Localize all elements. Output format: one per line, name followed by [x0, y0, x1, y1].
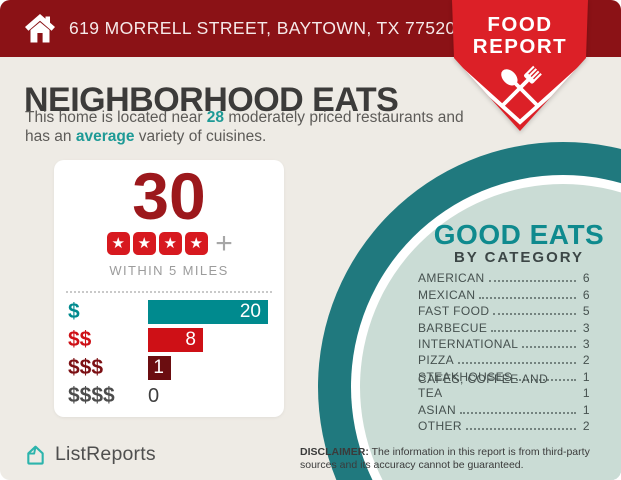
disclaimer-body: The information in this report is from t…	[300, 446, 590, 471]
category-label: FAST FOOD	[418, 304, 490, 319]
good-eats-subtitle: BY CATEGORY	[453, 249, 585, 266]
dotted-leader	[479, 296, 576, 299]
price-label: $$$	[68, 356, 104, 379]
disclaimer-label: DISCLAIMER:	[300, 446, 369, 458]
list-item: MEXICAN 6	[418, 285, 590, 302]
property-address: 619 MORRELL STREET, BAYTOWN, TX 77520	[69, 18, 456, 38]
price-label: $	[68, 300, 80, 323]
list-item: AMERICAN 6	[418, 269, 590, 285]
category-value: 2	[582, 418, 590, 433]
summary-part: variety of cuisines.	[134, 127, 267, 145]
dotted-leader	[516, 378, 576, 381]
category-label: ASIAN	[418, 402, 457, 417]
dotted-divider	[66, 291, 272, 293]
list-item: ASIAN 1	[418, 400, 590, 417]
chart-row: $$$ 1	[68, 356, 284, 380]
category-value: 1	[582, 402, 590, 417]
restaurant-stats-card: 30 ★ ★ ★ ★ + WITHIN 5 MILES $ 20 $$ 8 $$$ 1 …	[54, 160, 284, 417]
dotted-leader	[493, 313, 576, 316]
category-label: CAFES, COFFEE AND TEA	[418, 372, 549, 401]
summary-text: This home is located near 28 moderately …	[25, 109, 465, 146]
category-value: 1	[582, 386, 590, 401]
chart-row: $$$$ 0	[68, 384, 284, 408]
listreports-logo: ListReports	[24, 443, 156, 466]
category-label: BARBECUE	[418, 320, 488, 335]
price-label: $$$$	[68, 384, 115, 407]
bar-value: 20	[239, 301, 261, 322]
bar-value: 8	[185, 329, 196, 350]
list-item: OTHER 2	[418, 417, 590, 433]
star-rating: ★ ★ ★ ★ +	[54, 227, 284, 260]
dotted-leader	[488, 280, 576, 283]
restaurant-count-highlight: 28	[206, 109, 225, 126]
dotted-leader	[491, 329, 576, 332]
star-icon: ★	[132, 232, 156, 255]
chart-row: $$ 8	[68, 328, 284, 352]
home-icon	[25, 14, 55, 43]
listreports-house-icon	[27, 445, 44, 465]
crossed-spoon-fork-icon	[501, 65, 542, 107]
bar: 8	[148, 328, 203, 352]
category-label: MEXICAN	[418, 287, 476, 302]
price-level-bar-chart: $ 20 $$ 8 $$$ 1 $$$$ 0	[54, 300, 284, 408]
category-value: 6	[582, 271, 590, 286]
category-value: 1	[582, 369, 590, 384]
badge-line2: REPORT	[473, 35, 567, 58]
bar: 20	[148, 300, 268, 324]
bar: 1	[148, 356, 171, 380]
price-label: $$	[68, 328, 92, 351]
food-report-ribbon: FOOD REPORT	[452, 0, 588, 131]
star-icon: ★	[106, 232, 130, 255]
list-item: STEAKHOUSES 1	[418, 367, 590, 384]
radius-caption: WITHIN 5 MILES	[109, 263, 229, 278]
brand-name: ListReports	[55, 443, 156, 465]
category-value: 2	[582, 353, 590, 368]
good-eats-title: GOOD EATS	[433, 219, 605, 250]
summary-part: This home is located near	[25, 109, 207, 126]
disclaimer-text: DISCLAIMER: The information in this repo…	[300, 446, 616, 471]
list-item: INTERNATIONAL 3	[418, 335, 590, 351]
star-icon: ★	[158, 232, 182, 255]
category-value: 5	[582, 304, 590, 319]
dotted-leader	[522, 345, 576, 348]
plus-sign: +	[215, 227, 233, 260]
category-label: OTHER	[418, 418, 462, 433]
dotted-leader	[466, 427, 576, 430]
category-list: AMERICAN 6 MEXICAN 6 FAST FOOD 5 BARBECUE 3 …	[418, 269, 590, 433]
category-label: AMERICAN	[418, 271, 485, 286]
list-item: PIZZA 2	[418, 351, 590, 367]
list-item: BARBECUE 3	[418, 318, 590, 335]
list-item: CAFES, COFFEE AND TEA 1	[418, 372, 590, 401]
page-title: NEIGHBORHOOD EATS	[24, 81, 399, 119]
summary-part: moderately priced restaurants and	[224, 109, 464, 126]
list-item: FAST FOOD 5	[418, 302, 590, 318]
restaurant-count: 30	[132, 159, 206, 233]
category-label: PIZZA	[418, 353, 455, 368]
chart-row: $ 20	[68, 300, 284, 324]
dotted-leader	[460, 411, 576, 414]
category-value: 3	[582, 320, 590, 335]
category-value: 6	[582, 287, 590, 302]
bar-value: 0	[148, 384, 160, 407]
category-value: 3	[582, 336, 590, 351]
category-label: STEAKHOUSES	[418, 369, 513, 384]
star-icon: ★	[184, 232, 208, 255]
dotted-leader	[458, 362, 576, 365]
summary-part: has an	[25, 127, 76, 145]
bar-value: 1	[153, 357, 164, 378]
variety-highlight: average	[75, 127, 135, 145]
category-label: INTERNATIONAL	[418, 336, 519, 351]
badge-line1: FOOD	[487, 13, 552, 36]
